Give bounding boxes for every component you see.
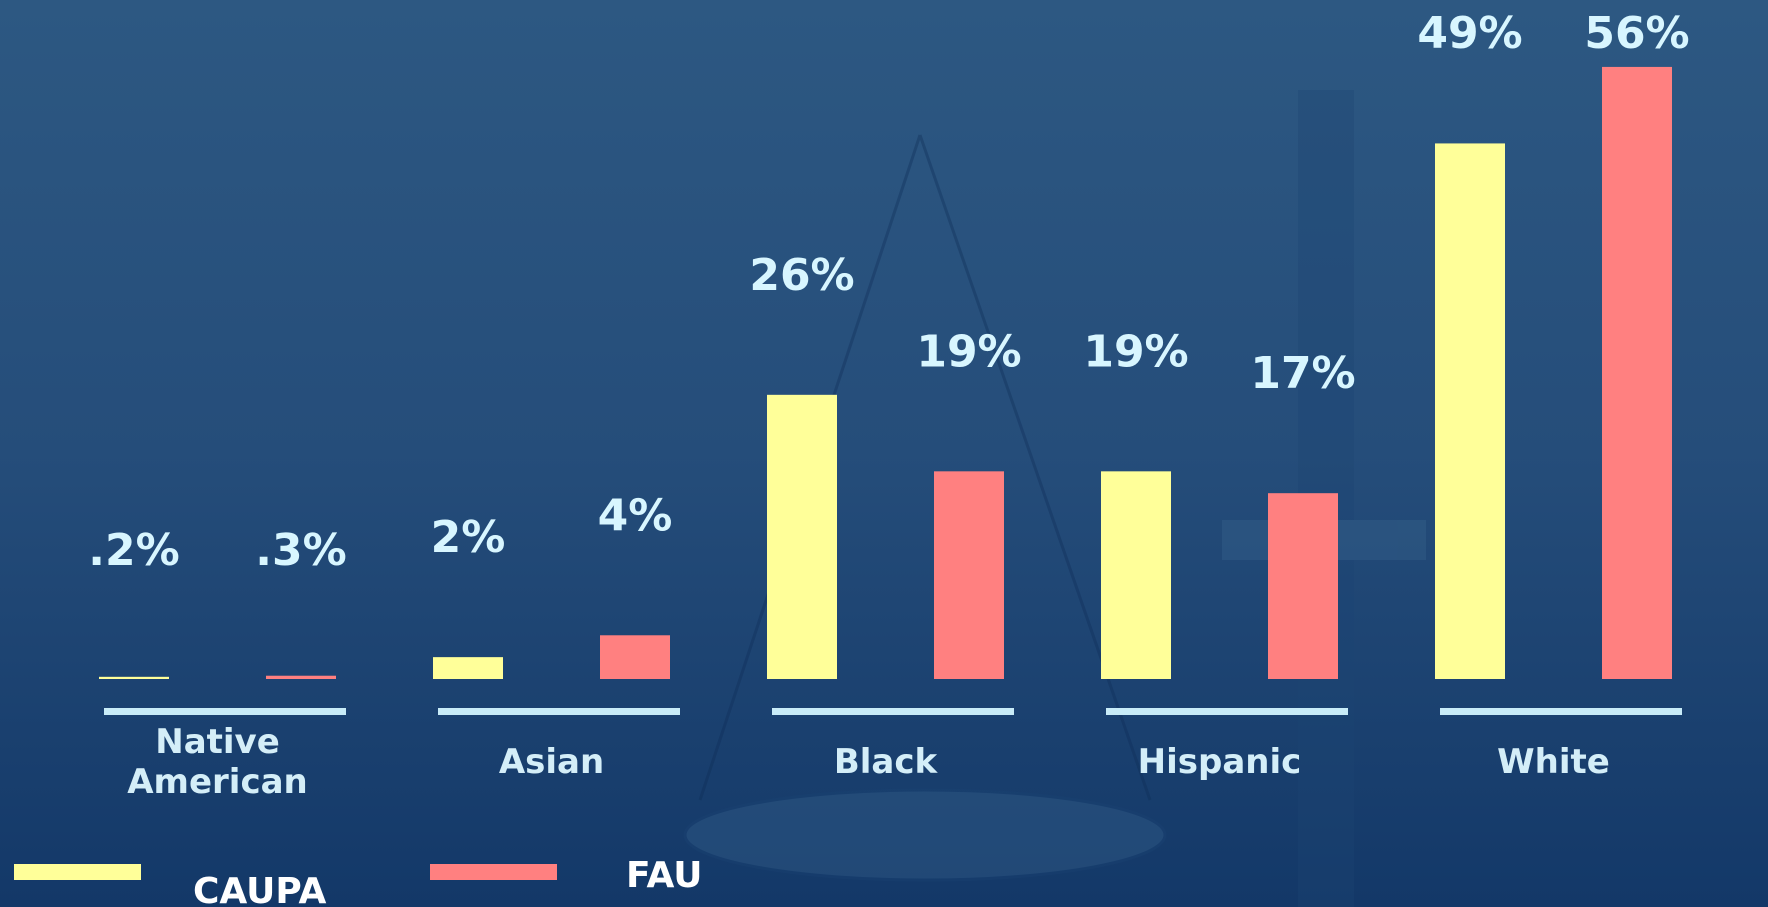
legend-swatch bbox=[430, 864, 557, 880]
value-label: 26% bbox=[749, 250, 854, 301]
bar bbox=[266, 675, 336, 679]
category-underline bbox=[1106, 708, 1348, 715]
value-label: .3% bbox=[255, 525, 346, 576]
x-tick-label: Black bbox=[833, 742, 938, 782]
value-label: .2% bbox=[88, 525, 179, 576]
value-label: 4% bbox=[598, 490, 673, 541]
bar bbox=[934, 471, 1004, 679]
bar bbox=[1268, 493, 1338, 679]
bar bbox=[1435, 143, 1505, 679]
bar bbox=[433, 657, 503, 679]
legend-swatch bbox=[14, 864, 141, 880]
value-label: 17% bbox=[1250, 348, 1355, 399]
x-tick-label: Native American bbox=[127, 722, 308, 802]
bars: .2% .3% 2% 4% 26% 19% 19% 17% 49% 56% bbox=[88, 8, 1690, 715]
scale-decoration bbox=[683, 90, 1426, 907]
value-label: 49% bbox=[1417, 8, 1522, 59]
bar bbox=[99, 676, 169, 679]
bar bbox=[1101, 471, 1171, 679]
legend-label: CAUPA bbox=[193, 871, 326, 907]
x-tick-label: White bbox=[1497, 742, 1610, 782]
category-underline bbox=[1440, 708, 1682, 715]
value-label: 2% bbox=[431, 512, 506, 563]
value-label: 19% bbox=[916, 326, 1021, 377]
category-underline bbox=[438, 708, 680, 715]
value-label: 19% bbox=[1083, 326, 1188, 377]
x-tick-label: Asian bbox=[498, 742, 605, 782]
bar bbox=[600, 635, 670, 679]
bar bbox=[1602, 66, 1672, 680]
legend-label: FAU bbox=[626, 855, 702, 896]
value-label: 56% bbox=[1584, 8, 1689, 59]
category-underline bbox=[772, 708, 1014, 715]
category-underline bbox=[104, 708, 346, 715]
x-tick-label: Hispanic bbox=[1137, 742, 1302, 782]
bar bbox=[767, 394, 837, 679]
